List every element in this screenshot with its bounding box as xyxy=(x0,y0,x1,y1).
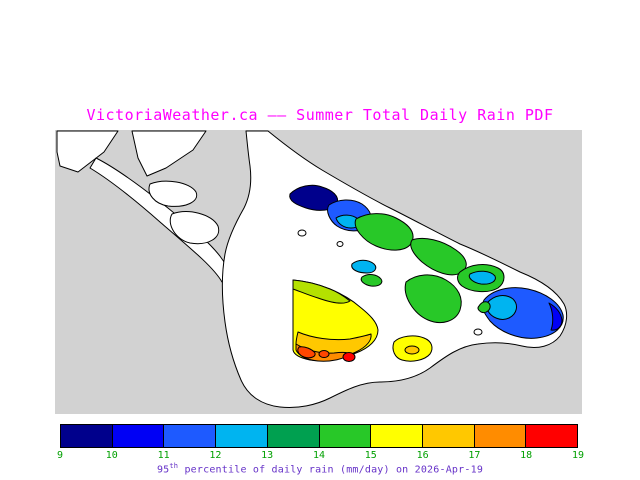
colorbar-tick-label: 13 xyxy=(261,450,274,461)
data-patch-saanich-redorange xyxy=(297,346,316,359)
colorbar-segment xyxy=(371,425,423,447)
colorbar-tick-label: 19 xyxy=(571,450,585,461)
colorbar-segment xyxy=(164,425,217,447)
data-patch-green-islet xyxy=(360,274,383,287)
colorbar-tick-label: 17 xyxy=(468,450,481,461)
caption-value: 95 xyxy=(156,464,170,476)
data-patch-cyan-islet xyxy=(351,259,377,274)
islet-2 xyxy=(336,241,344,247)
data-patch-red-islet xyxy=(342,352,356,362)
colorbar-ticks: 9 10 11 12 13 14 15 16 17 18 19 xyxy=(56,450,584,462)
islet-1 xyxy=(297,229,307,237)
colorbar-segment xyxy=(422,425,475,447)
colorbar-segment xyxy=(112,425,165,447)
colorbar-tick-label: 18 xyxy=(520,450,533,461)
data-patch-saturna-cyan xyxy=(468,270,496,285)
colorbar-segment xyxy=(319,425,372,447)
islet-3 xyxy=(473,328,483,336)
caption-rest: percentile of daily rain (mm/day) on 202… xyxy=(178,464,484,476)
colorbar-tick-label: 16 xyxy=(416,450,429,461)
land-wedge-nw-1 xyxy=(56,130,119,173)
data-patch-saanich-redorange-2 xyxy=(318,350,330,358)
data-patch-yellow-island-gold xyxy=(404,345,420,355)
data-patch-sanjuan-navy-edge xyxy=(548,302,563,331)
land-blob-1 xyxy=(148,180,198,207)
map-data-group xyxy=(289,184,564,362)
land-blob-2 xyxy=(169,211,220,245)
colorbar-segment xyxy=(474,425,527,447)
data-patch-saanich-yellowgreen xyxy=(292,279,351,304)
colorbar-segment xyxy=(61,425,113,447)
data-patch-pender-green xyxy=(404,274,462,324)
colorbar-segment xyxy=(267,425,320,447)
chart-title: VictoriaWeather.ca —— Summer Total Daily… xyxy=(86,106,554,124)
colorbar-caption: 95th percentile of daily rain (mm/day) o… xyxy=(0,462,640,475)
land-wedge-nw-2 xyxy=(131,130,207,177)
data-patch-sanjuan-green-tip xyxy=(477,301,491,313)
colorbar-tick-label: 10 xyxy=(105,450,118,461)
colorbar-tick-label: 11 xyxy=(157,450,170,461)
colorbar-segments xyxy=(60,424,578,448)
caption-sup: th xyxy=(169,462,179,470)
colorbar-segment xyxy=(216,425,268,447)
colorbar-tick-label: 9 xyxy=(56,450,64,461)
colorbar-segment xyxy=(526,425,578,447)
colorbar-tick-label: 15 xyxy=(364,450,377,461)
colorbar-tick-label: 14 xyxy=(312,450,326,461)
colorbar-tick-label: 12 xyxy=(209,450,222,461)
